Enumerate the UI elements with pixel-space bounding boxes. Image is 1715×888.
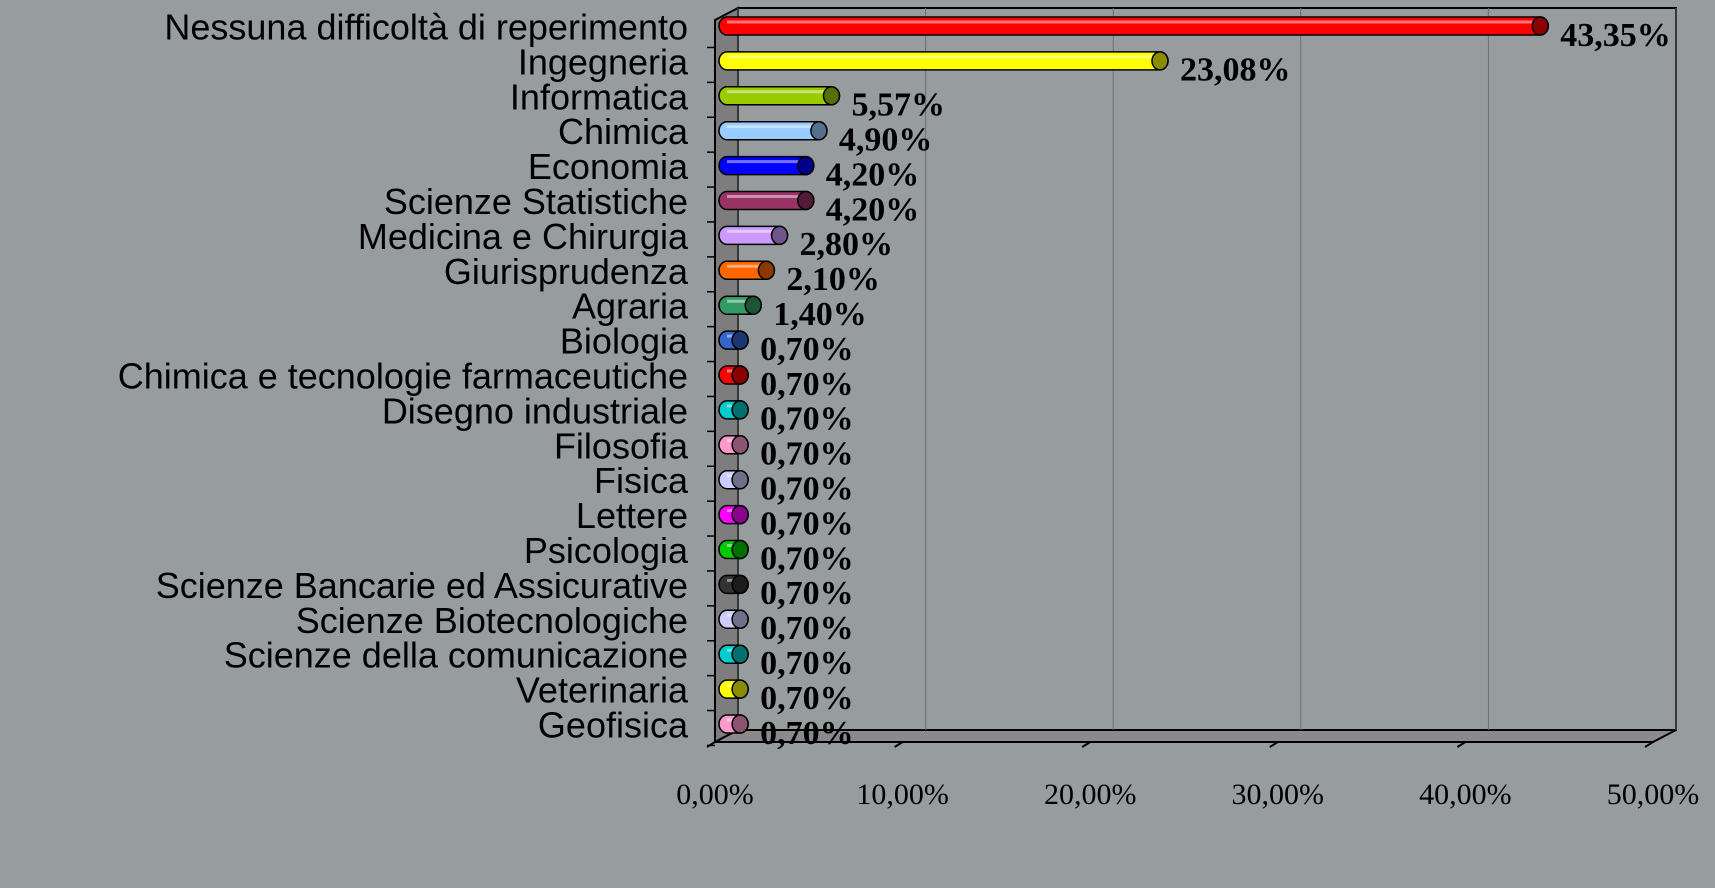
- bar: [718, 86, 841, 106]
- value-label: 0,70%: [760, 610, 854, 647]
- bar-cap: [797, 190, 815, 211]
- y-tick-label: Psicologia: [524, 530, 689, 571]
- value-label: 0,70%: [760, 645, 854, 682]
- tick-mark: [894, 741, 904, 748]
- bar-cap: [731, 679, 749, 699]
- y-tick-label: Scienze Bancarie ed Assicurative: [156, 565, 688, 606]
- bar-cap: [731, 714, 749, 734]
- tick-mark: [1644, 741, 1654, 748]
- y-tick-label: Informatica: [510, 76, 689, 117]
- bar-cap: [1151, 51, 1169, 71]
- bar-cap: [731, 400, 749, 420]
- value-label: 23,08%: [1180, 52, 1291, 89]
- bar-cap: [797, 155, 815, 176]
- bar-cap: [757, 260, 776, 281]
- y-tick-label: Chimica e tecnologie farmaceutiche: [118, 356, 688, 397]
- value-label: 4,90%: [839, 121, 933, 158]
- value-label: 0,70%: [760, 540, 854, 577]
- y-tick-label: Chimica: [558, 111, 689, 152]
- bar-cap: [744, 295, 763, 315]
- x-tick-label: 0,00%: [676, 778, 754, 811]
- bar-cap: [731, 609, 749, 630]
- y-tick-label: Fisica: [594, 460, 689, 501]
- bar: [718, 16, 1549, 36]
- x-tick-label: 50,00%: [1607, 778, 1700, 811]
- x-tick-label: 30,00%: [1232, 778, 1325, 811]
- y-tick-label: Lettere: [576, 495, 688, 536]
- y-tick-label: Giurisprudenza: [444, 251, 689, 292]
- tick-mark: [1081, 741, 1091, 748]
- tick-mark: [1456, 741, 1466, 748]
- value-label: 0,70%: [760, 575, 854, 612]
- value-label: 4,20%: [826, 156, 920, 193]
- tick-mark: [1269, 741, 1279, 748]
- y-tick-label: Veterinaria: [516, 670, 689, 711]
- value-label: 5,57%: [851, 87, 945, 124]
- bar-cap: [822, 86, 841, 106]
- value-label: 0,70%: [760, 366, 854, 403]
- x-tick-label: 40,00%: [1419, 778, 1512, 811]
- bar-cap: [731, 539, 749, 560]
- x-tick-label: 10,00%: [856, 778, 949, 811]
- y-tick-label: Geofisica: [538, 705, 689, 746]
- bar-cap: [731, 644, 749, 664]
- bar-cap: [731, 574, 749, 595]
- bar-cap: [731, 435, 749, 455]
- y-tick-label: Ingegneria: [518, 41, 689, 82]
- y-tick-label: Nessuna difficoltà di reperimento: [164, 7, 688, 48]
- value-label: 1,40%: [773, 296, 867, 333]
- y-tick-label: Scienze Biotecnologiche: [296, 600, 688, 641]
- value-label: 0,70%: [760, 401, 854, 438]
- value-label: 4,20%: [826, 191, 920, 228]
- bar-cap: [770, 225, 789, 246]
- bar-cap: [731, 504, 749, 525]
- value-label: 0,70%: [760, 505, 854, 542]
- y-tick-label: Agraria: [572, 286, 689, 327]
- y-tick-label: Disegno industriale: [382, 390, 688, 431]
- value-label: 0,70%: [760, 715, 854, 752]
- y-tick-label: Medicina e Chirurgia: [358, 216, 689, 257]
- value-label: 0,70%: [760, 436, 854, 473]
- bar-cap: [810, 120, 828, 141]
- bar-cap: [731, 330, 749, 350]
- y-tick-label: Scienze della comunicazione: [224, 635, 688, 676]
- value-label: 43,35%: [1560, 17, 1671, 54]
- y-tick-label: Scienze Statistiche: [384, 181, 688, 222]
- value-label: 0,70%: [760, 680, 854, 717]
- value-label: 0,70%: [760, 331, 854, 368]
- y-tick-label: Filosofia: [554, 425, 689, 466]
- y-tick-label: Biologia: [560, 321, 689, 362]
- bar-cap: [731, 365, 749, 385]
- x-tick-label: 20,00%: [1044, 778, 1137, 811]
- value-label: 0,70%: [760, 470, 854, 507]
- floor: [714, 729, 1677, 743]
- bar-cap: [1531, 16, 1549, 36]
- bar-cap: [731, 469, 749, 490]
- value-label: 2,10%: [786, 261, 880, 298]
- y-tick-label: Economia: [528, 146, 689, 187]
- bar: [718, 51, 1169, 71]
- value-label: 2,80%: [800, 226, 894, 263]
